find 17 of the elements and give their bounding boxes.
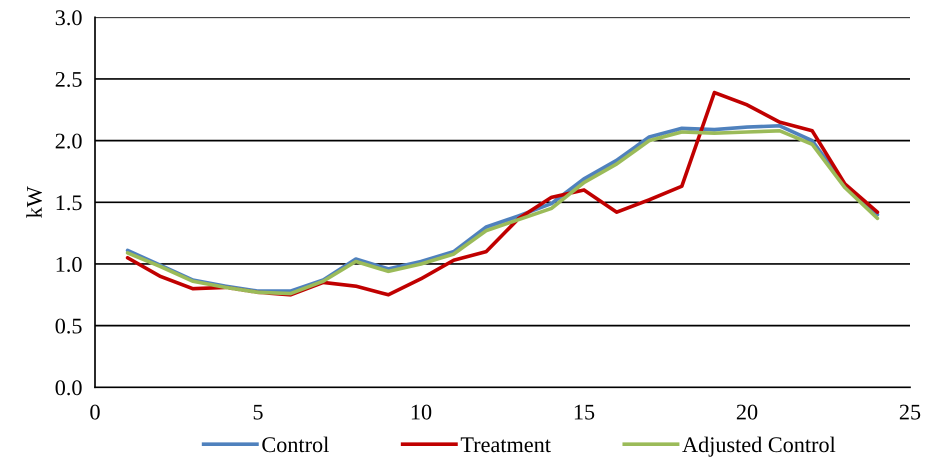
y-tick-label: 2.0 — [56, 134, 82, 149]
y-axis-title: kW — [26, 186, 42, 218]
x-tick-label: 10 — [412, 404, 432, 420]
x-tick-label: 20 — [736, 404, 758, 420]
x-tick-label: 0 — [90, 404, 100, 420]
y-tick-label: 1.5 — [56, 195, 82, 210]
x-tick-label: 25 — [900, 404, 920, 420]
y-tick-label: 1.0 — [56, 256, 82, 272]
y-tick-label: 0.0 — [56, 380, 82, 396]
x-tick-label: 15 — [574, 404, 594, 420]
legend-label: Adjusted Control — [682, 436, 836, 457]
y-tick-label: 2.5 — [56, 72, 82, 87]
legend-label: Control — [262, 436, 329, 452]
y-tick-label: 0.5 — [56, 318, 82, 334]
x-tick-label: 5 — [254, 404, 263, 420]
legend-label: Treatment — [460, 437, 551, 452]
y-tick-label: 3.0 — [56, 10, 82, 26]
